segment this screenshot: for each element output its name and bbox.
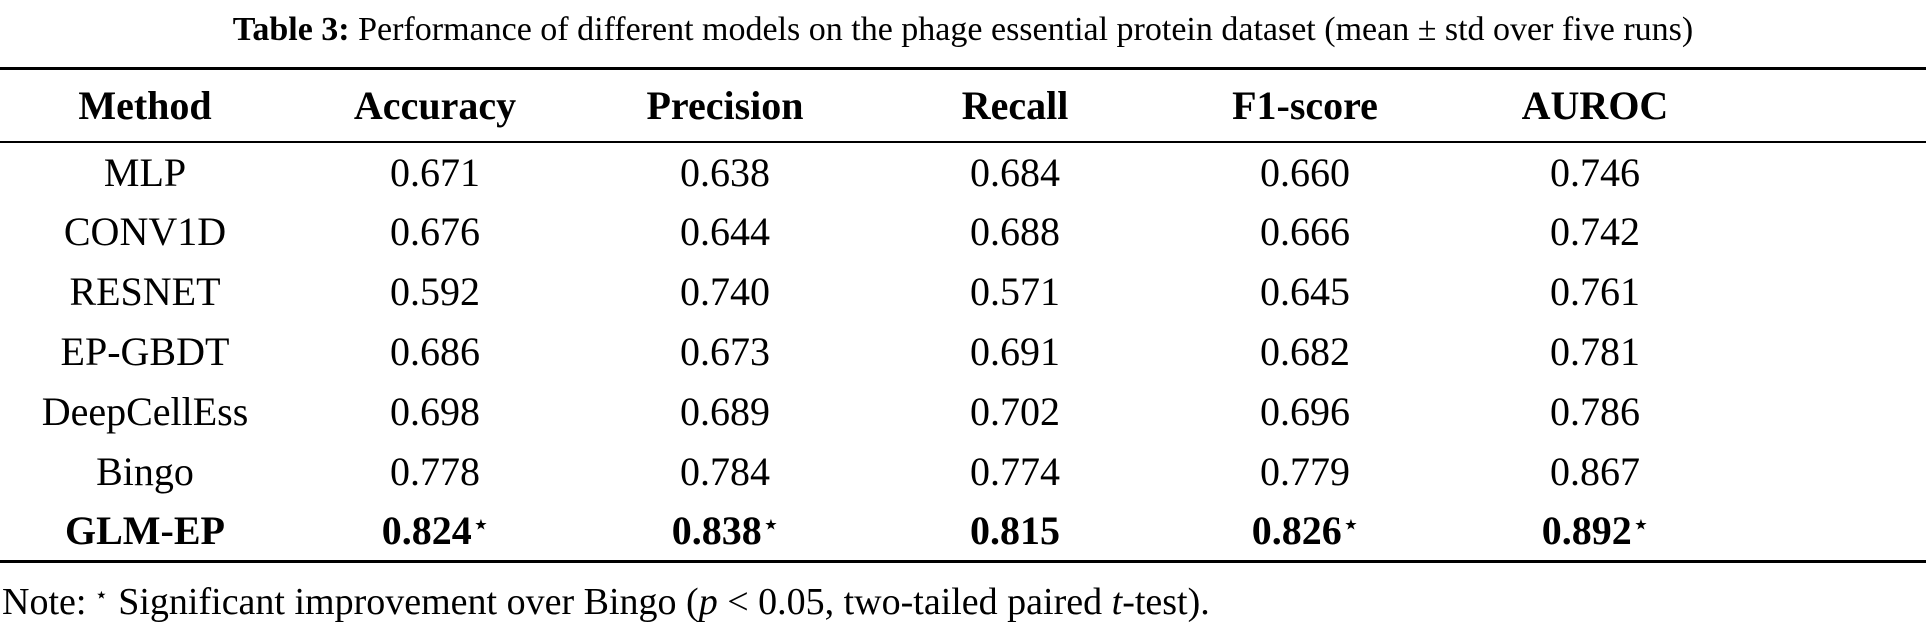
col-header-auroc: AUROC bbox=[1450, 68, 1740, 143]
note-text: Significant improvement over Bingo (p < … bbox=[118, 581, 1210, 623]
metric-value-cell: 0.815 bbox=[970, 508, 1060, 554]
table-note: Note: ⋆ Significant improvement over Bingo… bbox=[0, 579, 1926, 625]
method-cell: Bingo bbox=[96, 449, 194, 494]
filler-cell bbox=[1740, 502, 1926, 562]
metric-value-cell: 0.781 bbox=[1550, 329, 1640, 374]
note-segment: Significant improvement over Bingo ( bbox=[118, 581, 699, 623]
metric-value-cell: 0.682 bbox=[1260, 329, 1350, 374]
metric-value-cell: 0.696 bbox=[1260, 389, 1350, 434]
metric-value-cell: 0.702 bbox=[970, 389, 1060, 434]
filler-cell bbox=[1740, 442, 1926, 502]
metric-value-cell: 0.779 bbox=[1260, 449, 1350, 494]
metric-value-cell: 0.774 bbox=[970, 449, 1060, 494]
metric-value-cell: 0.867 bbox=[1550, 449, 1640, 494]
table-row: MLP 0.671 0.638 0.684 0.660 0.746 bbox=[0, 142, 1926, 202]
table-row: GLM-EP 0.824⋆ 0.838⋆ 0.815 0.826⋆ 0.892⋆ bbox=[0, 502, 1926, 562]
table-row: EP-GBDT 0.686 0.673 0.691 0.682 0.781 bbox=[0, 322, 1926, 382]
metric-value-cell: 0.644 bbox=[680, 209, 770, 254]
metric-value-cell: 0.778 bbox=[390, 449, 480, 494]
col-header-precision: Precision bbox=[580, 68, 870, 143]
filler-cell bbox=[1740, 382, 1926, 442]
filler-cell bbox=[1740, 142, 1926, 202]
filler-cell bbox=[1740, 202, 1926, 262]
metric-value-cell: 0.689 bbox=[680, 389, 770, 434]
col-header-recall: Recall bbox=[870, 68, 1160, 143]
metric-value-cell: 0.761 bbox=[1550, 269, 1640, 314]
table-row: DeepCellEss 0.698 0.689 0.702 0.696 0.786 bbox=[0, 382, 1926, 442]
metric-value-cell: 0.691 bbox=[970, 329, 1060, 374]
metric-value-cell: 0.698 bbox=[390, 389, 480, 434]
metric-value-cell: 0.673 bbox=[680, 329, 770, 374]
method-cell: RESNET bbox=[69, 269, 221, 314]
table-row: RESNET 0.592 0.740 0.571 0.645 0.761 bbox=[0, 262, 1926, 322]
method-cell: MLP bbox=[103, 149, 187, 195]
method-cell: EP-GBDT bbox=[60, 329, 230, 374]
note-italic-term: t bbox=[1111, 581, 1123, 623]
table-caption-label: Table 3: bbox=[232, 11, 350, 48]
metric-value-cell: 0.742 bbox=[1550, 209, 1640, 254]
table-row: Bingo 0.778 0.784 0.774 0.779 0.867 bbox=[0, 442, 1926, 502]
col-header-method: Method bbox=[0, 68, 290, 143]
method-cell: DeepCellEss bbox=[41, 389, 249, 434]
method-cell: GLM-EP bbox=[65, 508, 225, 554]
metric-value-cell: 0.660 bbox=[1260, 149, 1350, 195]
note-label: Note: bbox=[2, 581, 87, 623]
note-italic-term: p bbox=[698, 581, 718, 623]
metric-value-cell: 0.571 bbox=[970, 269, 1060, 314]
results-table: Method Accuracy Precision Recall F1-scor… bbox=[0, 67, 1926, 563]
col-header-f1score: F1-score bbox=[1160, 68, 1450, 143]
col-header-accuracy: Accuracy bbox=[290, 68, 580, 143]
method-cell: CONV1D bbox=[63, 209, 227, 254]
note-segment: -test). bbox=[1122, 581, 1210, 623]
metric-value-cell: 0.684 bbox=[970, 149, 1060, 195]
metric-value-cell: 0.676 bbox=[390, 209, 480, 254]
note-segment: < 0.05, two-tailed paired bbox=[717, 581, 1112, 623]
metric-value-cell: 0.786 bbox=[1550, 389, 1640, 434]
table-row: CONV1D 0.676 0.644 0.688 0.666 0.742 bbox=[0, 202, 1926, 262]
metric-value-cell: 0.666 bbox=[1260, 209, 1350, 254]
metric-value-cell: 0.826⋆ bbox=[1251, 508, 1359, 554]
metric-value-cell: 0.645 bbox=[1260, 269, 1350, 314]
filler-cell bbox=[1740, 322, 1926, 382]
metric-value-cell: 0.784 bbox=[680, 449, 770, 494]
significance-star: ⋆ bbox=[1343, 511, 1359, 538]
metric-value-cell: 0.686 bbox=[390, 329, 480, 374]
significance-star: ⋆ bbox=[473, 511, 489, 538]
metric-value-cell: 0.671 bbox=[390, 149, 480, 195]
metric-value-cell: 0.824⋆ bbox=[381, 508, 489, 554]
metric-value-cell: 0.638 bbox=[680, 149, 770, 195]
metric-value-cell: 0.838⋆ bbox=[671, 508, 779, 554]
table-caption-text: Performance of different models on the p… bbox=[358, 11, 1694, 48]
col-header-filler bbox=[1740, 68, 1926, 143]
metric-value-cell: 0.740 bbox=[680, 269, 770, 314]
metric-value-cell: 0.688 bbox=[970, 209, 1060, 254]
significance-star: ⋆ bbox=[1633, 511, 1649, 538]
table-body: MLP 0.671 0.638 0.684 0.660 0.746 CONV1D 0.676 0… bbox=[0, 142, 1926, 562]
significance-star: ⋆ bbox=[763, 511, 779, 538]
metric-value-cell: 0.892⋆ bbox=[1541, 508, 1649, 554]
metric-value-cell: 0.592 bbox=[390, 269, 480, 314]
paper-table-figure: Table 3: Performance of different models… bbox=[0, 4, 1926, 641]
metric-value-cell: 0.746 bbox=[1550, 149, 1640, 195]
header-row: Method Accuracy Precision Recall F1-scor… bbox=[0, 68, 1926, 143]
table-caption: Table 3: Performance of different models… bbox=[0, 4, 1926, 56]
filler-cell bbox=[1740, 262, 1926, 322]
note-significance-star: ⋆ bbox=[94, 581, 109, 607]
